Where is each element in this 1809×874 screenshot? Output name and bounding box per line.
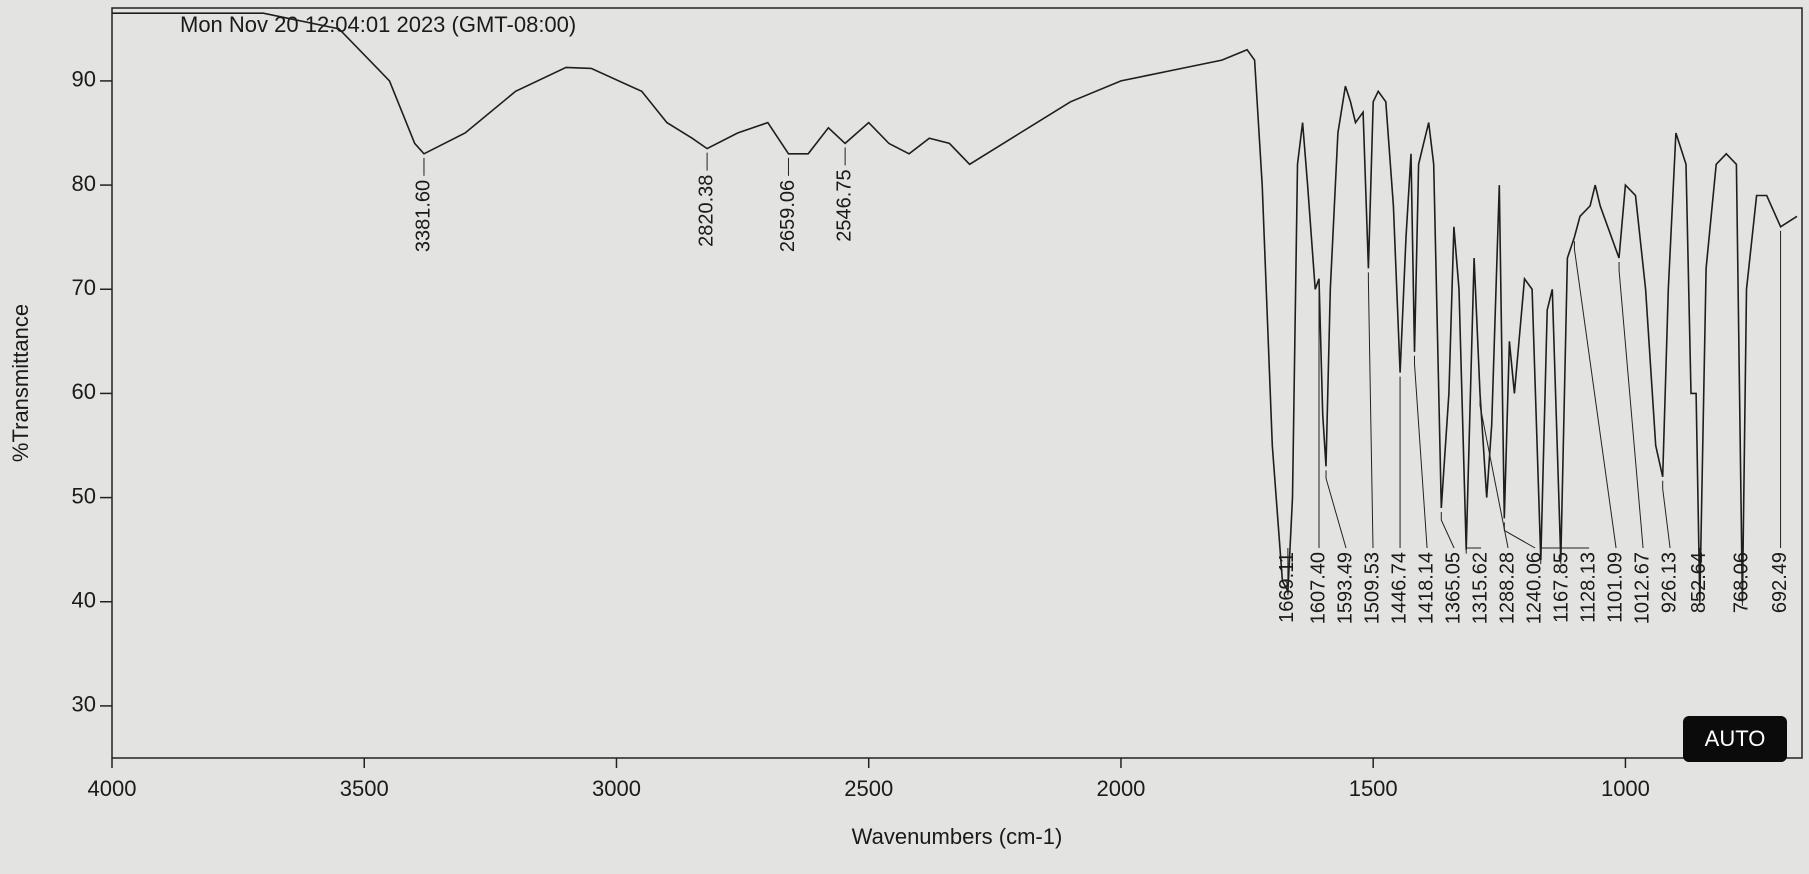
peak-label: 926.13 (1658, 552, 1680, 613)
chart-title: Mon Nov 20 12:04:01 2023 (GMT-08:00) (180, 12, 576, 37)
peak-leader (1662, 480, 1671, 549)
peak-leader (1325, 470, 1347, 549)
peak-label: 1365.05 (1442, 552, 1464, 624)
peak-label: 1418.14 (1415, 552, 1437, 624)
peak-leader (1479, 397, 1509, 549)
peak-leader (1413, 355, 1428, 549)
peak-label: 852.64 (1688, 552, 1710, 613)
peak-leader (1440, 512, 1455, 549)
peak-leader (1540, 547, 1563, 565)
y-tick-label: 50 (72, 483, 96, 508)
peak-label: 1240.06 (1523, 552, 1545, 624)
x-axis-title: Wavenumbers (cm-1) (852, 824, 1063, 849)
peak-label: 692.49 (1769, 552, 1791, 613)
y-tick-label: 40 (72, 588, 96, 613)
peak-label: 1101.09 (1604, 552, 1626, 623)
x-tick-label: 2000 (1096, 776, 1145, 801)
peak-label: 1446.74 (1388, 552, 1410, 624)
plot-frame (111, 7, 1803, 759)
peak-leader (1560, 547, 1590, 565)
peak-label: 1167.85 (1550, 552, 1572, 623)
auto-button-bg[interactable] (1683, 716, 1787, 762)
peak-leader (1503, 522, 1536, 549)
x-tick-label: 2500 (844, 776, 893, 801)
peak-label: 768.06 (1731, 552, 1753, 613)
y-axis-title: %Transmittance (8, 304, 33, 462)
spectrum-line (112, 12, 1798, 602)
peak-leader (1465, 547, 1482, 554)
y-tick-label: 70 (72, 275, 96, 300)
peak-label: 1509.53 (1361, 552, 1383, 624)
peak-label: 1669.11 (1276, 552, 1298, 623)
x-tick-label: 3500 (340, 776, 389, 801)
peak-label: 1315.62 (1469, 552, 1491, 624)
peak-label: 2659.06 (777, 180, 799, 252)
peak-leader (1573, 241, 1617, 549)
auto-button-label[interactable]: AUTO (1705, 726, 1766, 751)
x-tick-label: 1000 (1601, 776, 1650, 801)
y-tick-label: 80 (72, 171, 96, 196)
y-tick-label: 30 (72, 692, 96, 717)
peak-label: 2820.38 (695, 175, 717, 247)
peak-label: 1593.49 (1334, 552, 1356, 624)
peak-label: 1288.28 (1496, 552, 1518, 624)
peak-leader (1367, 272, 1374, 549)
auto-button[interactable]: AUTO (1683, 716, 1787, 762)
x-tick-label: 1500 (1349, 776, 1398, 801)
peak-label: 1607.40 (1307, 552, 1329, 624)
peak-leader (1618, 262, 1644, 549)
y-tick-label: 60 (72, 379, 96, 404)
peak-label: 3381.60 (412, 180, 434, 252)
peak-label: 1012.67 (1631, 552, 1653, 624)
y-tick-label: 90 (72, 67, 96, 92)
peak-label: 1128.13 (1577, 552, 1599, 623)
x-tick-label: 4000 (88, 776, 137, 801)
x-tick-label: 3000 (592, 776, 641, 801)
peak-label: 2546.75 (833, 169, 855, 241)
